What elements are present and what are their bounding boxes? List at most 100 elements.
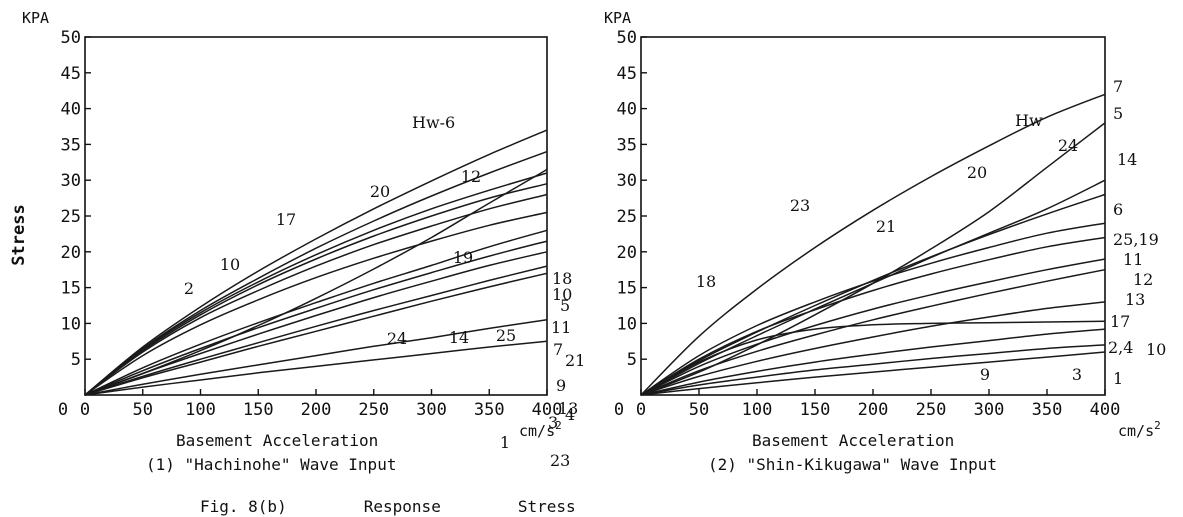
series-line-2 bbox=[84, 150, 548, 396]
y-tick-label: 20 bbox=[617, 243, 637, 263]
x-tick-label: 400 bbox=[532, 400, 563, 420]
x-axis-label: Basement Acceleration bbox=[176, 431, 378, 450]
curve-end-label: 2,4 bbox=[1108, 338, 1133, 357]
plot-frame bbox=[640, 36, 1106, 396]
y-tick-label: 30 bbox=[61, 171, 81, 191]
x-unit-label: cm/s2 bbox=[519, 419, 562, 440]
y-tick-label: 30 bbox=[617, 171, 637, 191]
y-tick-label: 40 bbox=[61, 100, 81, 120]
y-unit-label: KPA bbox=[604, 9, 631, 27]
series-line-1 bbox=[84, 129, 548, 396]
series-line-3 bbox=[84, 172, 548, 396]
curve-label: 10 bbox=[220, 255, 240, 274]
curve-label: 2 bbox=[184, 279, 194, 298]
x-tick-label-origin: 0 bbox=[58, 400, 68, 420]
curve-end-label: 10 bbox=[1146, 340, 1166, 359]
x-tick-label: 350 bbox=[1032, 400, 1063, 420]
curve-label: 18 bbox=[696, 272, 716, 291]
y-axis-label: Stress bbox=[9, 204, 29, 265]
x-tick-label: 250 bbox=[916, 400, 947, 420]
x-tick-label: 400 bbox=[1090, 400, 1121, 420]
x-axis-label: Basement Acceleration bbox=[752, 431, 954, 450]
series-line-5 bbox=[84, 193, 548, 396]
series-line-7 bbox=[640, 258, 1106, 396]
series-line-6 bbox=[640, 236, 1106, 396]
curve-end-label: 1 bbox=[1113, 369, 1123, 388]
chart-panel-shin-kikugawa: KPA 0 50 100 150 200 250 300 350 400 51015202530… bbox=[604, 9, 1166, 474]
curve-end-label: 11 bbox=[1123, 250, 1143, 269]
curve-label: 17 bbox=[276, 210, 296, 229]
series-line-1 bbox=[640, 93, 1106, 396]
curve-end-label: 7 bbox=[553, 340, 563, 359]
series-line-11 bbox=[84, 265, 548, 396]
y-tick-label: 20 bbox=[61, 243, 81, 263]
curve-label: 19 bbox=[453, 248, 473, 267]
figure-caption: Fig. 8(b) Response Stress bbox=[200, 497, 576, 516]
x-unit-label: cm/s2 bbox=[1118, 419, 1161, 440]
series-line-9 bbox=[84, 240, 548, 396]
curve-end-label: 3 bbox=[548, 413, 558, 432]
series-line-13 bbox=[84, 319, 548, 396]
curve-end-label: 13 bbox=[1125, 290, 1145, 309]
curve-end-label: 5 bbox=[1113, 104, 1123, 123]
y-tick-label: 50 bbox=[617, 28, 637, 48]
x-tick-label-origin: 0 bbox=[614, 400, 624, 420]
series-line-12 bbox=[84, 272, 548, 396]
x-tick-label: 50 bbox=[133, 400, 153, 420]
series-line-13 bbox=[640, 351, 1106, 396]
curve-end-label: 7 bbox=[1113, 77, 1123, 96]
series-line-4 bbox=[640, 193, 1106, 396]
series-line-10 bbox=[640, 320, 1106, 396]
curve-end-label: 5 bbox=[560, 296, 570, 315]
y-tick-label: 10 bbox=[61, 314, 81, 334]
y-tick-label: 25 bbox=[61, 207, 81, 227]
series-line-10 bbox=[84, 251, 548, 396]
y-tick-label: 25 bbox=[617, 207, 637, 227]
y-tick-label: 40 bbox=[617, 100, 637, 120]
y-tick-label: 15 bbox=[617, 279, 637, 299]
y-tick-label: 15 bbox=[61, 279, 81, 299]
panel-caption: (2) "Shin-Kikugawa" Wave Input bbox=[708, 455, 997, 474]
curve-end-label: 10 bbox=[552, 285, 572, 304]
x-tick-label: 200 bbox=[301, 400, 332, 420]
series-line-12 bbox=[640, 344, 1106, 396]
x-tick-label: 150 bbox=[800, 400, 831, 420]
curve-label: 20 bbox=[967, 163, 987, 182]
curve-end-label: 9 bbox=[556, 376, 566, 395]
curve-label: 20 bbox=[370, 182, 390, 201]
curve-label: 3 bbox=[1072, 365, 1082, 384]
y-tick-label: 5 bbox=[71, 350, 81, 370]
y-tick-label: 5 bbox=[627, 350, 637, 370]
curve-label: 9 bbox=[980, 365, 990, 384]
y-tick-label: 35 bbox=[617, 135, 637, 155]
curve-label: 1 bbox=[500, 433, 510, 452]
x-tick-label: 0 bbox=[636, 400, 646, 420]
x-tick-label: 250 bbox=[358, 400, 389, 420]
y-tick-label: 35 bbox=[61, 135, 81, 155]
panel-caption: (1) "Hachinohe" Wave Input bbox=[146, 455, 396, 474]
chart-panel-hachinohe: KPA Stress 0 50 100 150 200 250 300 350 400 5101… bbox=[9, 9, 585, 474]
curve-label: 24 bbox=[1058, 136, 1078, 155]
series-line-8 bbox=[84, 229, 548, 396]
x-tick-label: 200 bbox=[858, 400, 889, 420]
curve-end-label: 23 bbox=[550, 451, 570, 470]
x-tick-label: 150 bbox=[243, 400, 274, 420]
curve-end-label: 25,19 bbox=[1113, 230, 1159, 249]
curve-end-label: 13 bbox=[558, 399, 578, 418]
curve-label: 14 bbox=[449, 328, 469, 347]
curve-end-label: 11 bbox=[551, 318, 571, 337]
y-tick-label: 50 bbox=[61, 28, 81, 48]
x-tick-label: 300 bbox=[416, 400, 447, 420]
y-tick-label: 10 bbox=[617, 314, 637, 334]
series-line-14 bbox=[84, 340, 548, 396]
y-unit-label: KPA bbox=[22, 9, 49, 27]
curve-end-label: 4 bbox=[565, 405, 575, 424]
series-line-7 bbox=[84, 211, 548, 396]
series-line-9 bbox=[640, 301, 1106, 396]
series-line-6 bbox=[84, 168, 548, 396]
y-tick-label: 45 bbox=[61, 64, 81, 84]
curve-end-label: 14 bbox=[1117, 150, 1137, 169]
x-tick-label: 50 bbox=[689, 400, 709, 420]
series-line-11 bbox=[640, 328, 1106, 396]
x-tick-label: 350 bbox=[474, 400, 505, 420]
